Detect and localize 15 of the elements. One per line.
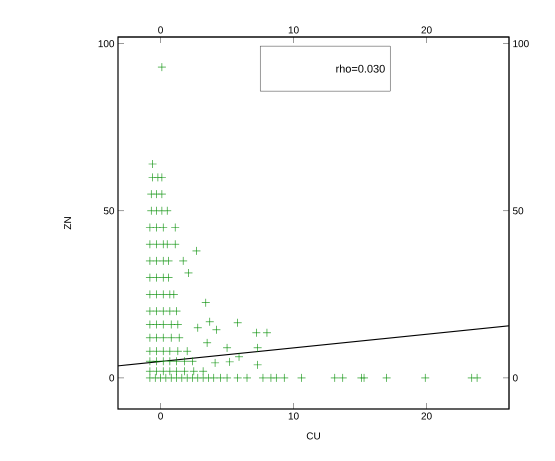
x-tick-label: 20 <box>422 26 432 34</box>
y-tick-label: 100 <box>98 40 114 48</box>
x2-tick-label: 20 <box>422 412 432 420</box>
y-axis-title: ZN <box>64 217 72 230</box>
y-tick-label: 50 <box>104 207 114 214</box>
y2-tick-label: 50 <box>512 207 524 214</box>
x-tick-label: 10 <box>288 26 299 34</box>
annotation: rho=0.030 <box>336 64 385 73</box>
x2-tick-label: 0 <box>158 412 163 420</box>
y-tick-label: 0 <box>109 374 114 382</box>
y2-tick-label: 0 <box>512 374 518 382</box>
x-axis-title: CU <box>306 432 320 440</box>
y2-tick-label: 100 <box>513 40 529 48</box>
x2-tick-label: 10 <box>288 412 299 420</box>
x-tick-label: 0 <box>158 26 163 34</box>
